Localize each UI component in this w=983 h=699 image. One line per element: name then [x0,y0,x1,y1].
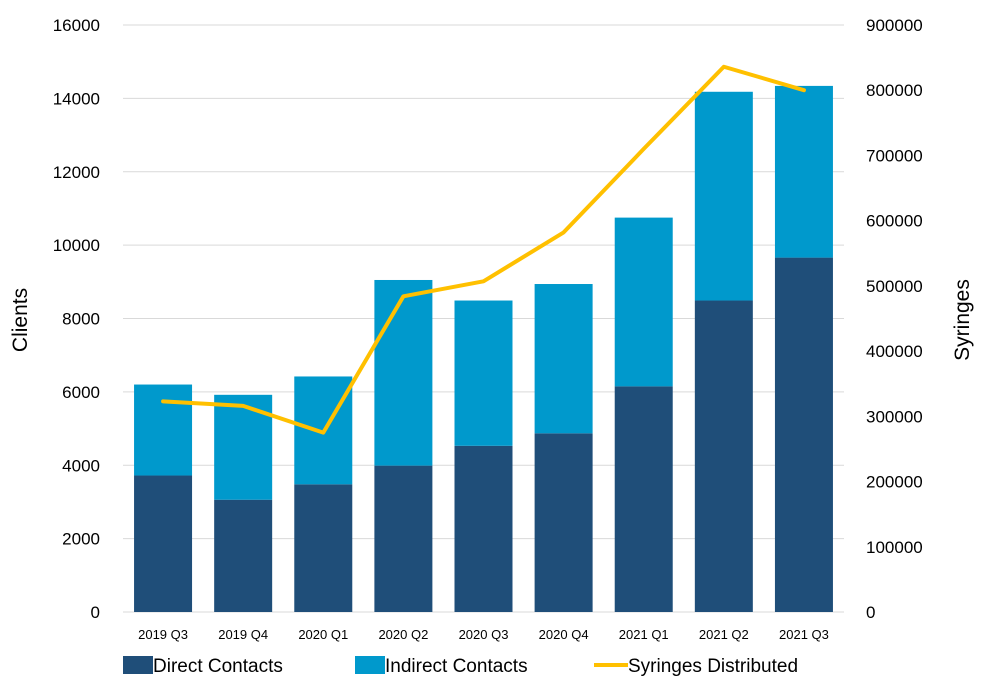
bar-indirect-contacts [694,91,753,301]
bar-direct-contacts [454,445,513,612]
bar-indirect-contacts [134,384,193,476]
bar-direct-contacts [134,475,193,612]
bar-direct-contacts [614,386,673,612]
bar-direct-contacts [694,300,753,612]
bar-direct-contacts [294,484,353,612]
bar-direct-contacts [374,465,433,612]
bar-indirect-contacts [374,279,433,466]
legend-label-syringes-distributed: Syringes Distributed [628,656,798,677]
left-axis-ticks: 0 2000 4000 6000 8000 10000 12000 14000 16000 [53,16,100,622]
line-point [803,89,805,91]
bar-indirect-contacts [774,85,833,258]
bar-direct-contacts [534,433,593,612]
legend-swatch-direct-contacts [123,656,153,674]
y2-axis-title: Syringes [951,279,974,361]
y-axis-title: Clients [9,288,32,352]
line-point [402,295,404,297]
bar-indirect-contacts [614,217,673,387]
legend-item-syringes-distributed: Syringes Distributed [594,656,798,677]
line-point [322,432,324,434]
bars [134,85,833,612]
y-tick-label: 6000 [62,383,100,402]
y2-tick-label: 400000 [866,342,923,361]
y2-tick-label: 200000 [866,473,923,492]
bar-indirect-contacts [454,300,513,446]
line-point [643,148,645,150]
y-tick-label: 14000 [53,89,100,108]
line-point [483,280,484,282]
legend-item-indirect-contacts: Indirect Contacts [355,656,528,677]
bar-indirect-contacts [534,284,593,434]
line-series [161,64,806,435]
line-point [242,405,244,407]
x-tick-label: 2019 Q3 [138,627,188,642]
legend: Direct Contacts Indirect Contacts Syring… [123,656,798,677]
x-tick-label: 2021 Q1 [619,627,669,642]
line-point [723,66,725,68]
y-tick-label: 4000 [62,456,100,475]
y-tick-label: 10000 [53,236,100,255]
y-tick-label: 0 [91,603,100,622]
legend-item-direct-contacts: Direct Contacts [123,656,283,677]
legend-label-indirect-contacts: Indirect Contacts [385,656,528,677]
bar-indirect-contacts [214,394,273,500]
bar-direct-contacts [774,257,833,612]
y-tick-label: 16000 [53,16,100,35]
y2-tick-label: 100000 [866,538,923,557]
bar-direct-contacts [214,499,273,612]
legend-label-direct-contacts: Direct Contacts [153,656,283,677]
y2-tick-label: 500000 [866,277,923,296]
line-point [563,231,565,233]
y2-tick-label: 800000 [866,81,923,100]
line-point [162,400,164,402]
y-tick-label: 12000 [53,163,100,182]
y2-tick-label: 600000 [866,212,923,231]
x-tick-label: 2021 Q3 [779,627,829,642]
y2-tick-label: 900000 [866,16,923,35]
y-tick-label: 8000 [62,310,100,329]
y2-tick-label: 700000 [866,146,923,165]
x-tick-label: 2019 Q4 [218,627,268,642]
right-axis-ticks: 0 100000 200000 300000 400000 500000 600000 700… [866,16,923,622]
x-axis-ticks: 2019 Q3 2019 Q4 2020 Q1 2020 Q2 2020 Q3 2020 … [138,627,829,642]
y-tick-label: 2000 [62,530,100,549]
x-tick-label: 2020 Q1 [298,627,348,642]
x-tick-label: 2020 Q4 [539,627,589,642]
x-tick-label: 2021 Q2 [699,627,749,642]
x-tick-label: 2020 Q2 [378,627,428,642]
x-tick-label: 2020 Q3 [459,627,509,642]
y2-tick-label: 0 [866,603,875,622]
y2-tick-label: 300000 [866,407,923,426]
legend-swatch-indirect-contacts [355,656,385,674]
